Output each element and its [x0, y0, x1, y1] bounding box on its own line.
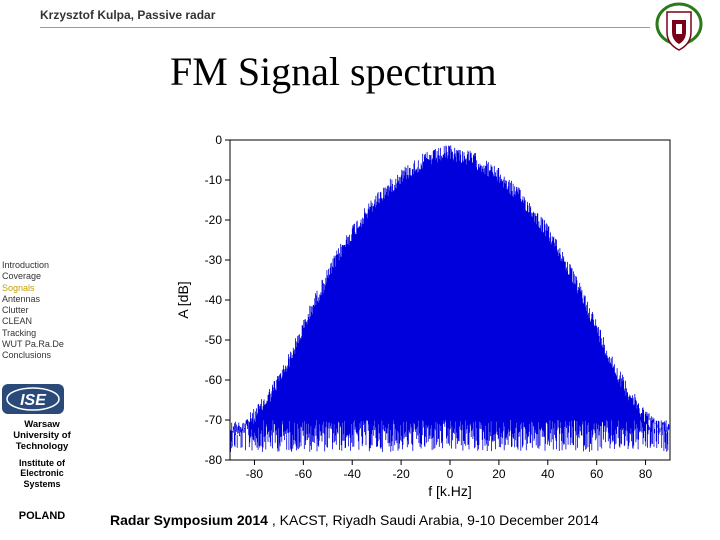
outline-item: Clutter: [2, 305, 92, 316]
outline-item: Conclusions: [2, 350, 92, 361]
svg-text:-60: -60: [295, 467, 313, 481]
svg-text:40: 40: [541, 467, 555, 481]
svg-text:-30: -30: [205, 253, 223, 267]
spectrum-chart: -80 -60 -40 -20 0 20 40 60 80 0 -10 -20 -30 -40 -50 -60…: [170, 130, 690, 500]
text-line: Systems: [2, 479, 82, 489]
svg-text:-70: -70: [205, 413, 223, 427]
svg-text:f [k.Hz]: f [k.Hz]: [428, 483, 472, 499]
university-crest-icon: [654, 2, 704, 54]
svg-text:ISE: ISE: [20, 392, 47, 409]
header-text: Krzysztof Kulpa, Passive radar: [40, 8, 215, 22]
svg-text:-20: -20: [205, 213, 223, 227]
svg-text:-40: -40: [205, 293, 223, 307]
svg-text:0: 0: [215, 133, 222, 147]
ise-logo-icon: ISE: [2, 384, 64, 414]
outline-item: Antennas: [2, 294, 92, 305]
svg-text:A [dB]: A [dB]: [175, 281, 191, 318]
footer-conference: Radar Symposium 2014: [110, 512, 272, 528]
outline-item: Sognals: [2, 283, 92, 294]
svg-text:20: 20: [492, 467, 506, 481]
svg-text:-40: -40: [344, 467, 362, 481]
institute-name: Institute ofElectronicSystems: [2, 458, 82, 489]
outline-item: Introduction: [2, 260, 92, 271]
footer-details: , KACST, Riyadh Saudi Arabia, 9-10 Decem…: [272, 512, 599, 528]
slide-footer: Radar Symposium 2014 , KACST, Riyadh Sau…: [110, 512, 599, 528]
university-name: WarsawUniversity ofTechnology: [2, 420, 82, 453]
text-line: Technology: [2, 442, 82, 453]
outline-item: Coverage: [2, 271, 92, 282]
text-line: Institute of: [2, 458, 82, 468]
text-line: Electronic: [2, 468, 82, 478]
svg-text:-60: -60: [205, 373, 223, 387]
svg-text:-80: -80: [246, 467, 264, 481]
svg-text:0: 0: [447, 467, 454, 481]
outline-item: WUT Pa.Ra.De: [2, 339, 92, 350]
svg-text:60: 60: [590, 467, 604, 481]
svg-text:-10: -10: [205, 173, 223, 187]
slide-header: Krzysztof Kulpa, Passive radar: [40, 6, 650, 28]
outline-item: CLEAN: [2, 316, 92, 327]
svg-text:-80: -80: [205, 453, 223, 467]
svg-text:-50: -50: [205, 333, 223, 347]
slide-title: FM Signal spectrum: [170, 48, 497, 95]
country-label: POLAND: [2, 510, 82, 522]
outline-sidebar: IntroductionCoverageSognalsAntennasClutt…: [2, 260, 92, 361]
outline-item: Tracking: [2, 328, 92, 339]
svg-text:80: 80: [639, 467, 653, 481]
svg-text:-20: -20: [392, 467, 410, 481]
